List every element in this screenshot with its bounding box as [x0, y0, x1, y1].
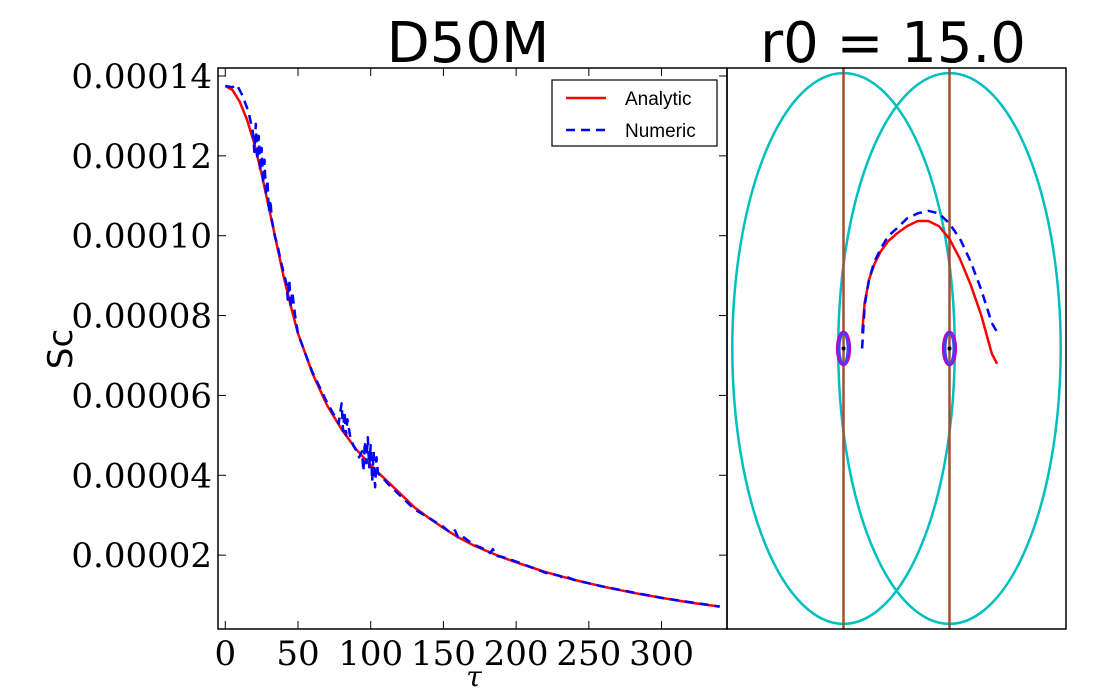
x-tick-label: 200	[484, 634, 549, 674]
center-dot	[947, 346, 952, 351]
left-chart-title: D50M	[387, 11, 550, 76]
x-tick-label: 0	[214, 634, 236, 674]
left-chart-panel: D50M 0.00002 0.00004 0.00006 0.00008 0.00010…	[41, 11, 728, 693]
blue-ellipse-left	[838, 331, 850, 366]
magenta-ellipse-right	[941, 330, 958, 367]
y-tick-label: 0.00010	[71, 217, 212, 257]
y-tick-label: 0.00002	[71, 536, 212, 576]
right-plot-area	[731, 68, 1062, 629]
x-tick-label: 50	[276, 634, 319, 674]
y-tick-label: 0.00004	[71, 456, 212, 496]
right-axes-frame	[726, 67, 1067, 630]
right-chart-title: r0 = 15.0	[760, 11, 1026, 76]
x-axis-label: τ	[466, 660, 482, 693]
y-tick-label: 0.00008	[71, 297, 212, 337]
left-y-ticks: 0.00002 0.00004 0.00006 0.00008 0.00010 0.000…	[71, 57, 727, 576]
y-axis-label: Sc	[41, 329, 81, 369]
y-tick-label: 0.00006	[71, 376, 212, 416]
legend: Analytic Numeric	[551, 79, 718, 147]
legend-analytic-label: Analytic	[625, 89, 692, 110]
magenta-ellipse-left	[835, 330, 852, 367]
left-x-ticks: 0 50 100 150 200 250 300	[214, 68, 694, 674]
x-tick-label: 250	[556, 634, 621, 674]
legend-numeric-label: Numeric	[625, 121, 696, 142]
orbit-numeric	[860, 209, 1001, 349]
x-tick-label: 100	[338, 634, 403, 674]
series-line-numeric	[225, 83, 720, 608]
y-tick-label: 0.00014	[71, 57, 212, 97]
orbit-analytic	[860, 219, 999, 365]
y-tick-label: 0.00012	[71, 137, 212, 177]
legend-box	[551, 79, 718, 147]
left-plot-area	[224, 83, 720, 608]
blue-ellipse-right	[943, 331, 955, 366]
x-tick-label: 150	[411, 634, 476, 674]
center-dot	[841, 346, 846, 351]
x-tick-label: 300	[629, 634, 694, 674]
series-line-analytic	[224, 84, 720, 608]
right-chart-panel: r0 = 15.0	[726, 11, 1067, 630]
